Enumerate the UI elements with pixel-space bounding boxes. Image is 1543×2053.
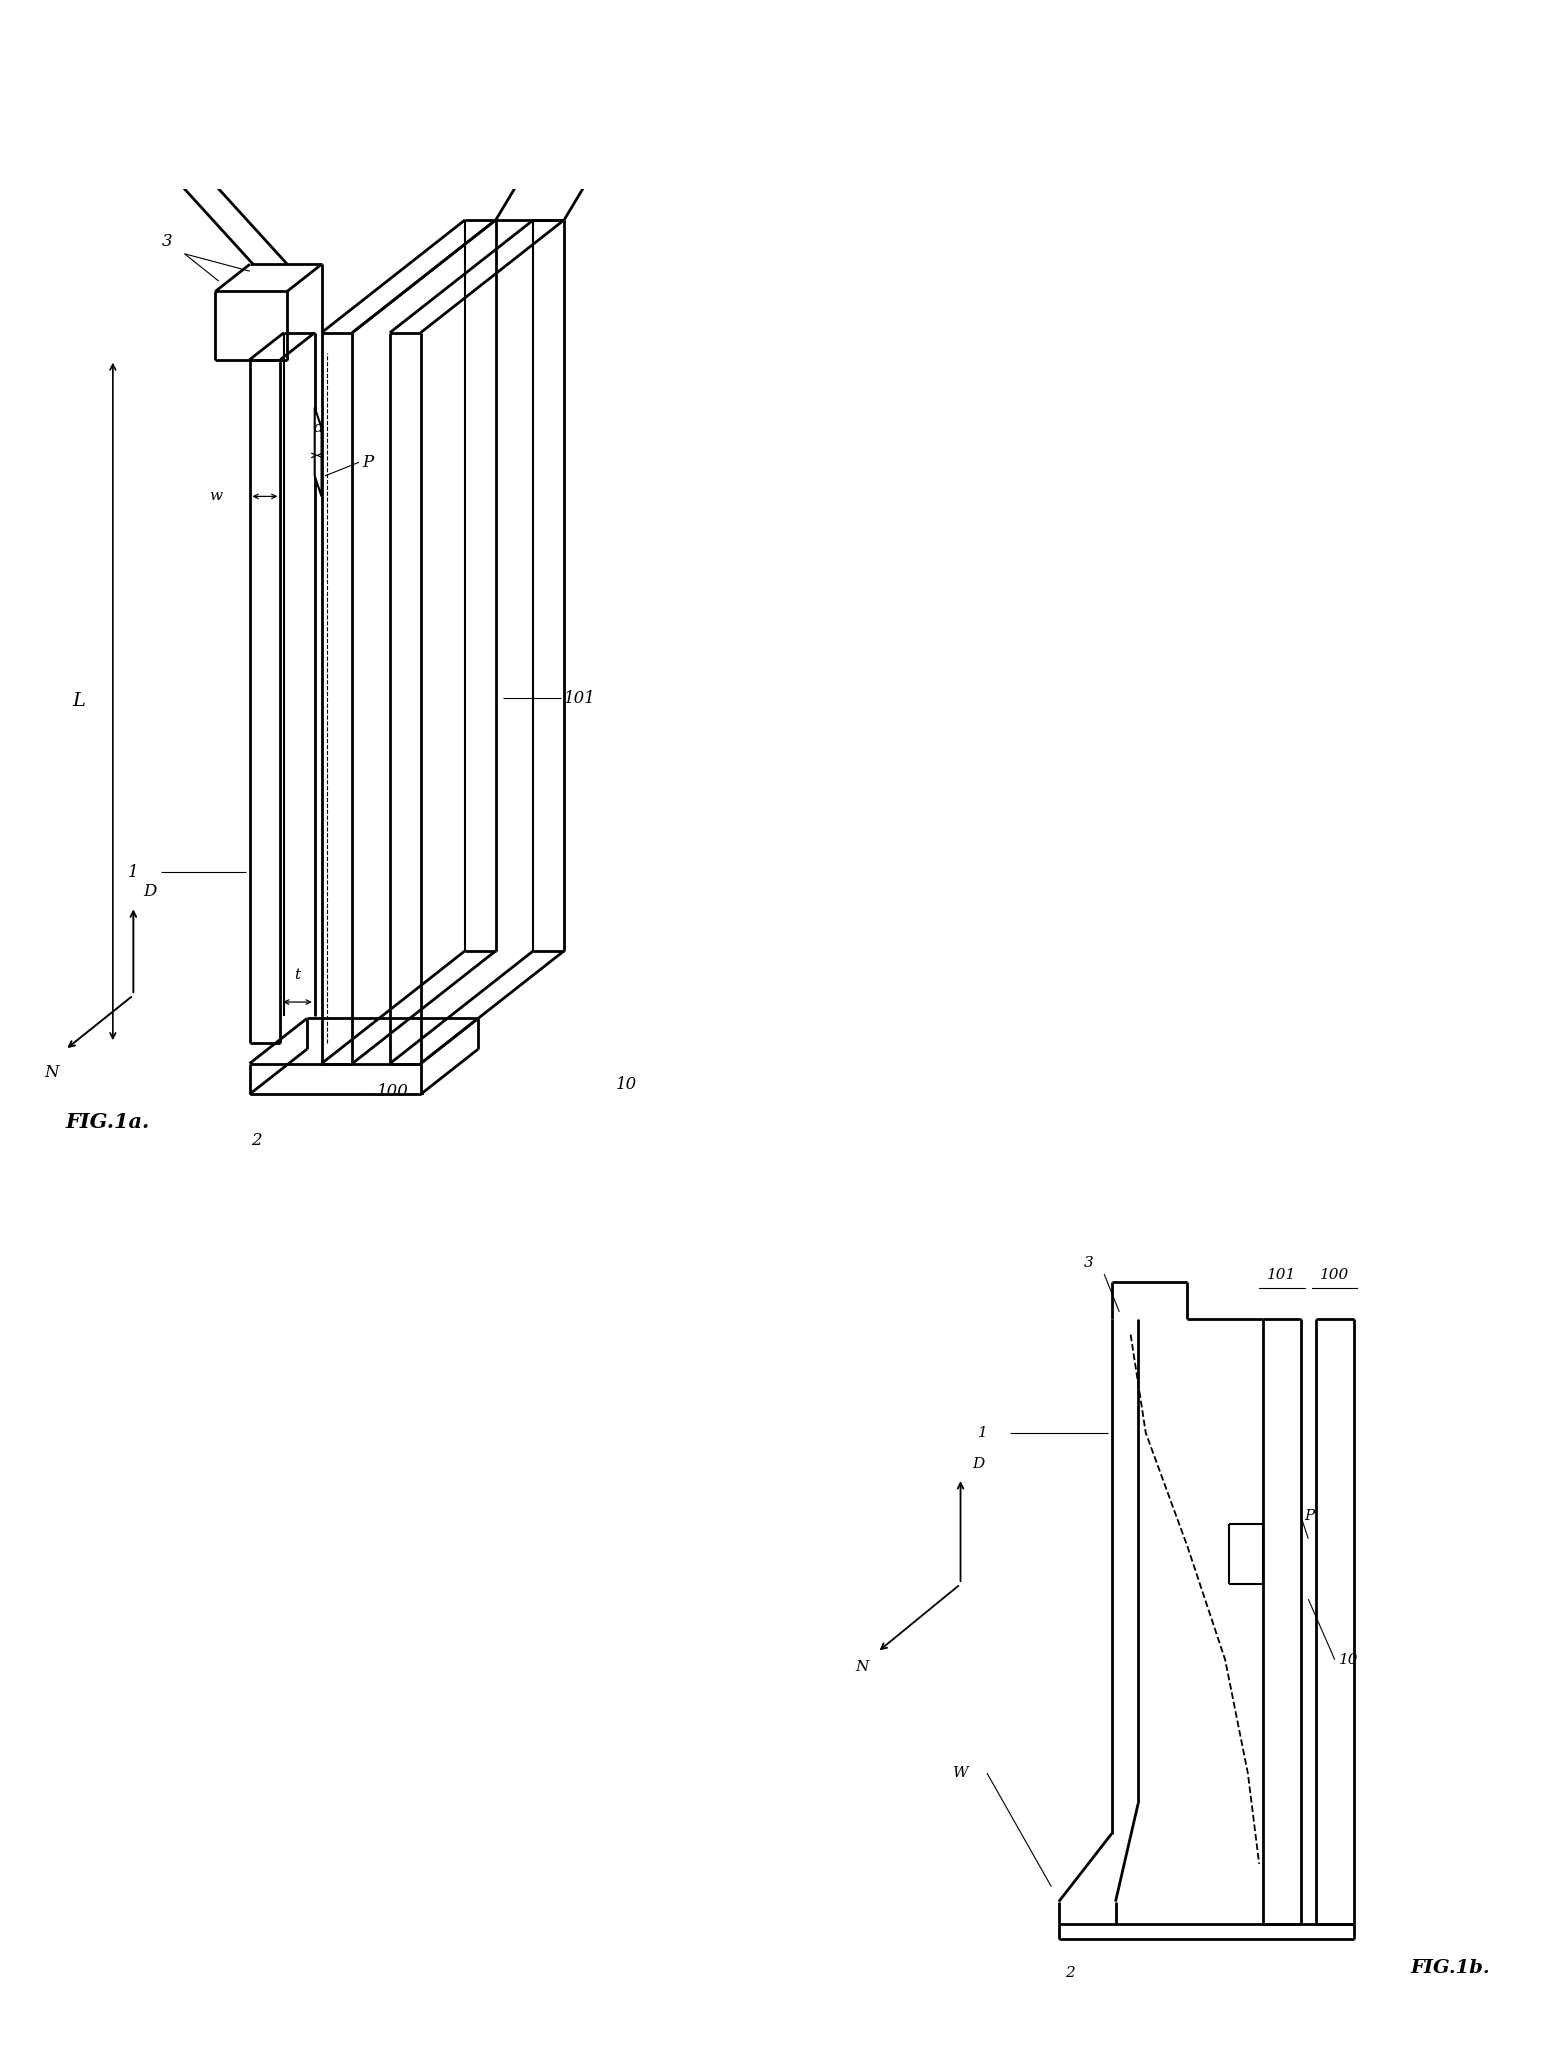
Text: 10: 10 bbox=[616, 1076, 637, 1092]
Text: FIG.1b.: FIG.1b. bbox=[1410, 1959, 1491, 1977]
Text: w: w bbox=[210, 489, 222, 503]
Text: 3: 3 bbox=[162, 234, 173, 250]
Text: N: N bbox=[45, 1063, 59, 1080]
Text: d: d bbox=[313, 421, 322, 435]
Text: 100: 100 bbox=[1321, 1267, 1350, 1281]
Text: D: D bbox=[972, 1458, 984, 1470]
Text: P: P bbox=[363, 454, 373, 470]
Text: 3: 3 bbox=[1085, 1256, 1094, 1271]
Text: 100: 100 bbox=[376, 1084, 409, 1100]
Text: L: L bbox=[73, 692, 85, 710]
Text: FIG.1a.: FIG.1a. bbox=[65, 1113, 150, 1131]
Text: P: P bbox=[1304, 1509, 1315, 1523]
Text: N: N bbox=[855, 1659, 869, 1673]
Text: 2: 2 bbox=[252, 1131, 262, 1150]
Text: 101: 101 bbox=[565, 690, 596, 706]
Text: 2: 2 bbox=[1065, 1967, 1075, 1979]
Text: 101: 101 bbox=[1267, 1267, 1296, 1281]
Text: W: W bbox=[952, 1766, 969, 1780]
Text: t: t bbox=[295, 967, 301, 981]
Text: D: D bbox=[143, 883, 157, 899]
Polygon shape bbox=[315, 409, 321, 497]
Text: 10: 10 bbox=[1339, 1653, 1358, 1667]
Text: 1: 1 bbox=[128, 864, 139, 881]
Text: 1: 1 bbox=[978, 1427, 988, 1439]
